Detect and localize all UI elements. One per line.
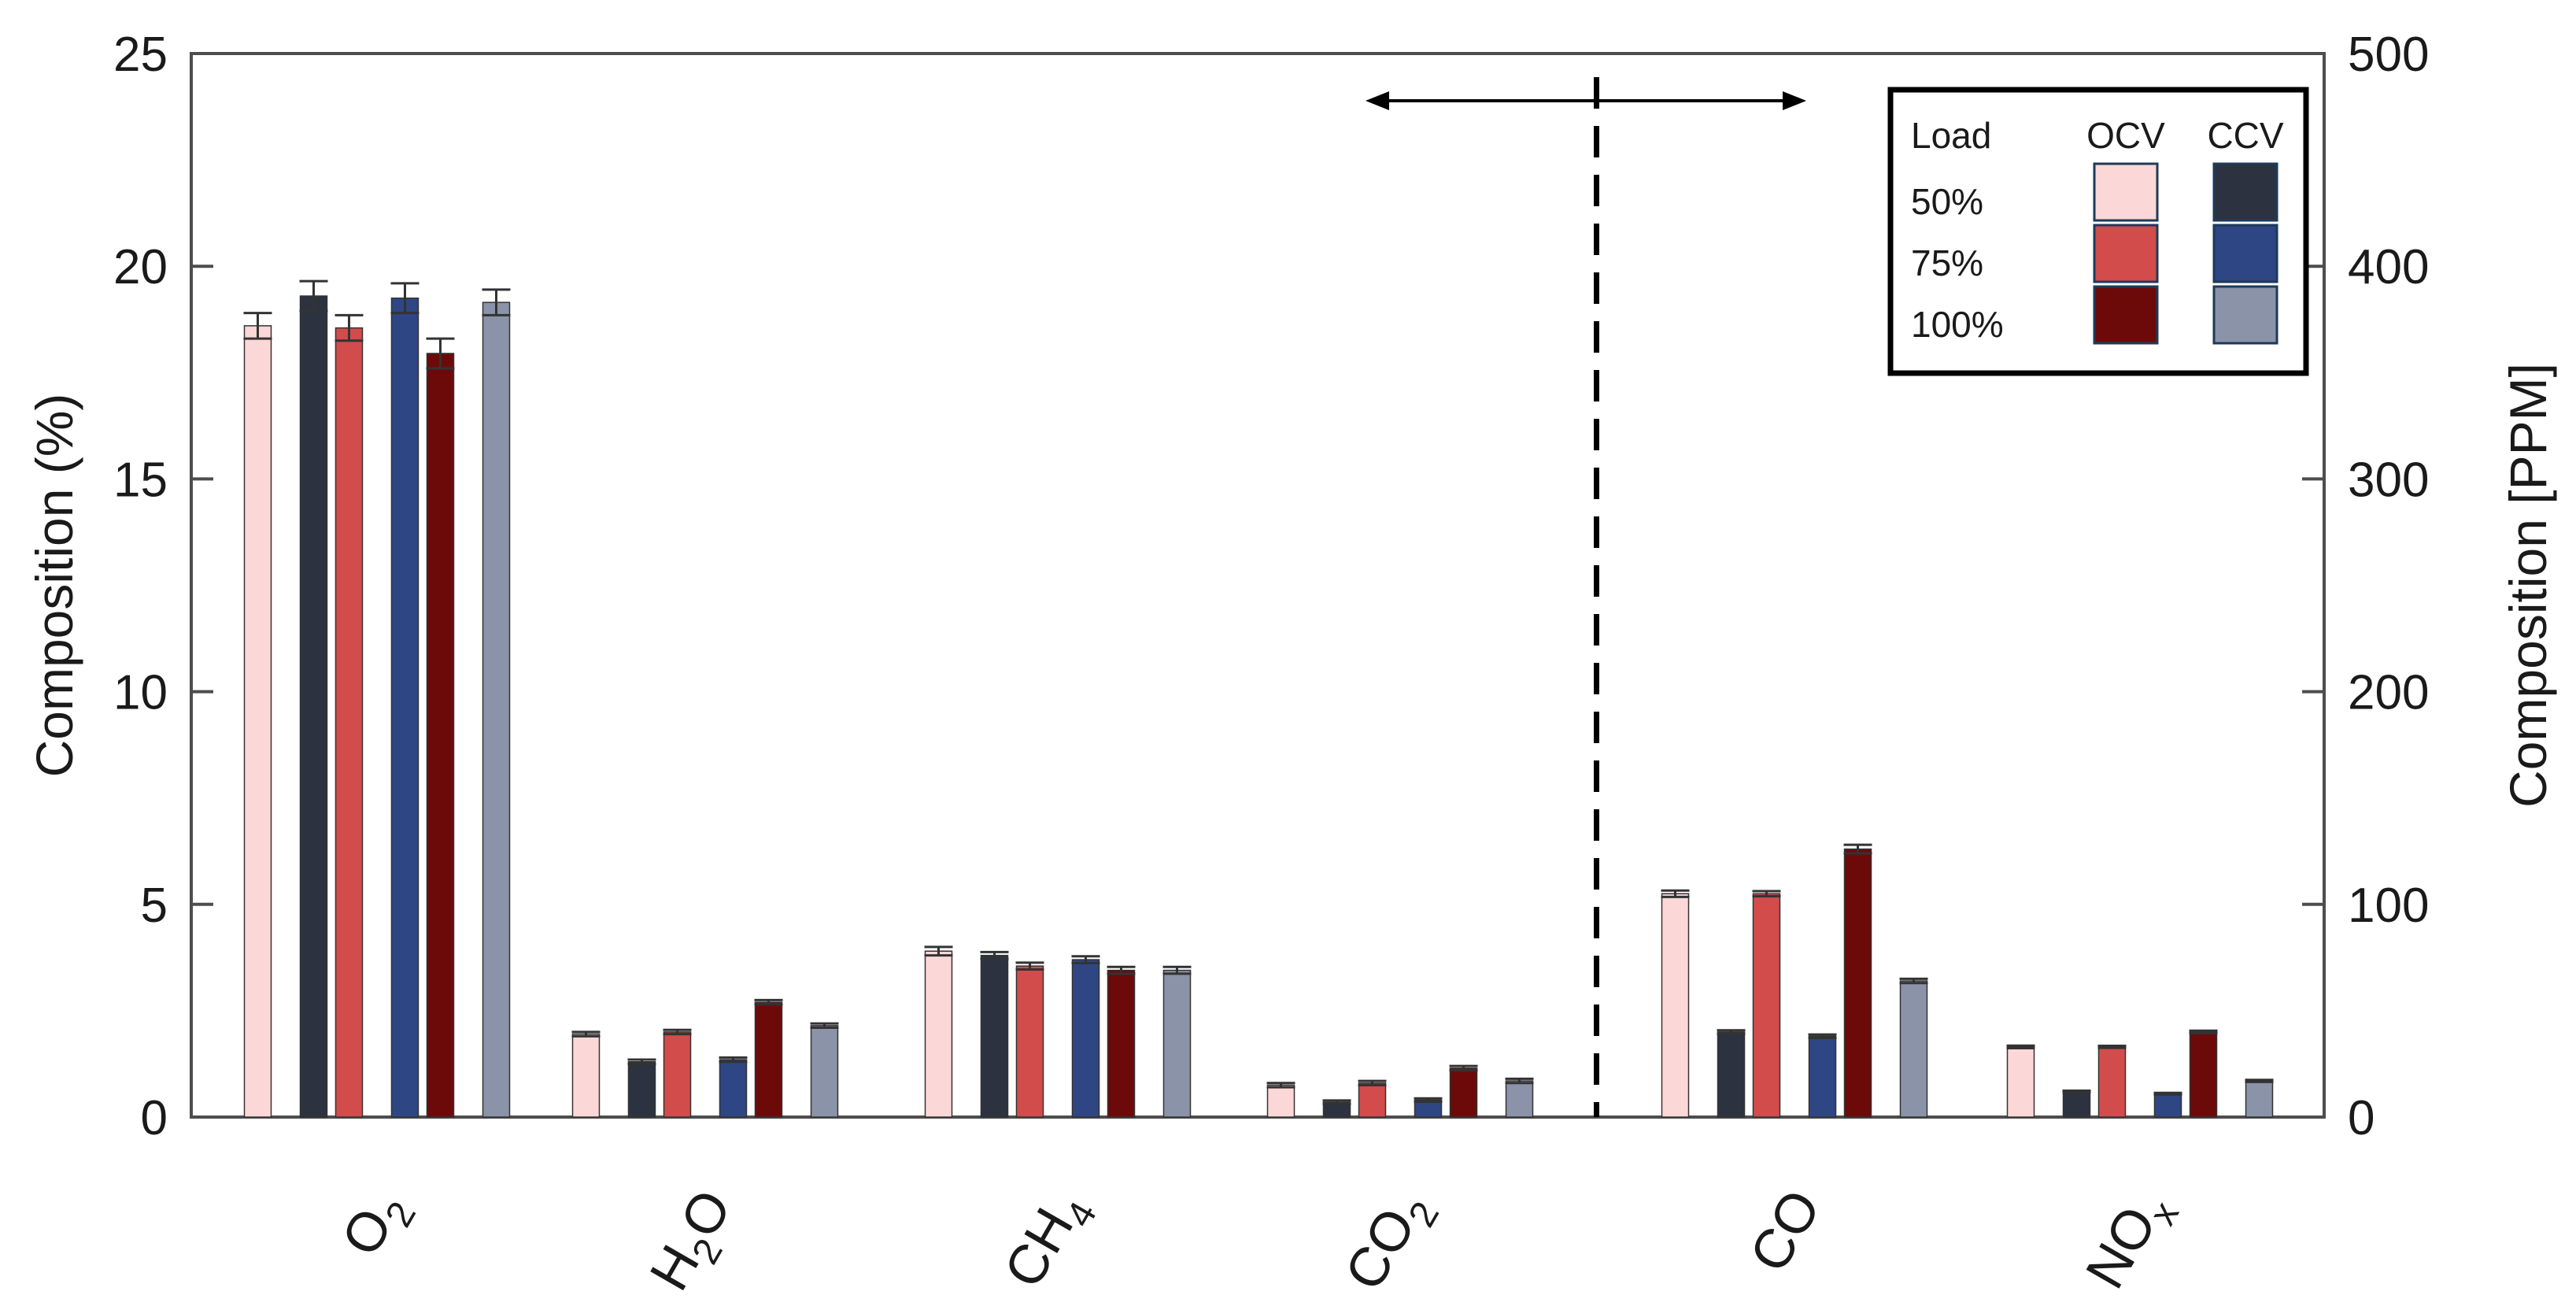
bar-75pct-ccv [2153,1093,2182,1118]
bar-50pct-ccv [2062,1090,2091,1118]
right-tick-label: 400 [2348,240,2429,294]
legend: Load OCV CCV 50% 75% 100% [1887,87,2309,376]
bar-75pct-ocv [2097,1046,2127,1118]
category-labels: O2 H2O CH4 CO2 CO NOx [330,1180,2187,1306]
right-tick-label: 200 [2348,666,2429,720]
bar-50pct-ocv [571,1033,601,1118]
bar-100pct-ccv [1505,1080,1534,1118]
bar-50pct-ocv [924,950,953,1118]
legend-header-load: Load [1911,115,1991,156]
bar-50pct-ocv [1266,1084,1295,1118]
category-label-main: CO [1738,1180,1832,1282]
category-label: CH4 [992,1180,1106,1304]
category-label: NOx [2074,1180,2187,1304]
right-axis-label: Composition [PPM] [2499,363,2557,808]
bar-100pct-ccv [1162,969,1192,1118]
legend-swatch-50pct-ccv [2212,162,2278,222]
bar-75pct-ccv [719,1059,748,1118]
double-arrow [1366,91,1806,110]
bar-50pct-ocv [1661,893,1690,1118]
bar-75pct-ccv [1808,1035,1837,1118]
right-axis-ticks: 0 100 200 300 400 500 [2302,28,2429,1145]
bar-75pct-ocv [663,1031,692,1118]
legend-swatch-50pct-ocv [2093,162,2159,222]
bar-100pct-ocv [754,1001,783,1118]
left-tick-label: 20 [113,240,168,294]
bar-50pct-ccv [1717,1031,1746,1118]
legend-header-ccv: CCV [2207,115,2283,156]
bar-100pct-ocv [426,353,455,1118]
legend-header-ocv: OCV [2086,115,2165,156]
bar-50pct-ccv [627,1060,656,1118]
bar-100pct-ocv [1449,1067,1478,1118]
category-label: CO2 [1333,1180,1448,1306]
bar-50pct-ocv [2006,1046,2035,1118]
left-tick-label: 5 [141,879,168,933]
arrow-head-left [1366,91,1389,110]
legend-row-50: 50% [1911,181,1983,222]
bar-75pct-ocv [1752,893,1781,1118]
bar-100pct-ocv [2189,1031,2218,1118]
bar-100pct-ocv [1843,848,1872,1118]
right-tick-label: 100 [2348,879,2429,933]
category-label-tail: O [668,1180,743,1248]
bar-75pct-ocv [1015,965,1044,1118]
left-tick-label: 25 [113,28,168,82]
bar-50pct-ccv [980,954,1009,1118]
legend-row-100: 100% [1911,304,2004,345]
bar-75pct-ocv [1358,1082,1387,1118]
legend-swatches [2093,162,2278,345]
bar-100pct-ccv [482,302,511,1118]
legend-swatch-75pct-ocv [2093,224,2159,283]
left-axis-label: Composition (%) [25,394,83,778]
error-bars [243,279,2274,1105]
bar-75pct-ocv [334,327,364,1118]
legend-swatch-100pct-ccv [2212,285,2278,345]
bar-100pct-ccv [2245,1080,2274,1118]
left-tick-label: 0 [141,1091,168,1145]
bar-100pct-ccv [1899,980,1928,1118]
category-label: CO [1738,1180,1832,1282]
legend-swatch-100pct-ocv [2093,285,2159,345]
arrow-head-right [1783,91,1806,110]
legend-swatch-75pct-ccv [2212,224,2278,283]
left-axis-ticks: 0 5 10 15 20 25 [113,28,213,1145]
bar-50pct-ocv [243,325,272,1118]
category-label: H2O [638,1180,753,1306]
legend-row-75: 75% [1911,242,1983,283]
bar-75pct-ccv [1071,959,1100,1118]
bar-100pct-ocv [1107,969,1136,1118]
left-tick-label: 10 [113,666,168,720]
right-tick-label: 0 [2348,1091,2375,1145]
bar-100pct-ccv [810,1025,839,1118]
bar-75pct-ccv [390,297,419,1118]
category-label: O2 [330,1180,424,1271]
bars [243,295,2274,1118]
left-tick-label: 15 [113,453,168,507]
right-tick-label: 500 [2348,28,2429,82]
bar-50pct-ccv [299,295,328,1118]
right-tick-label: 300 [2348,453,2429,507]
